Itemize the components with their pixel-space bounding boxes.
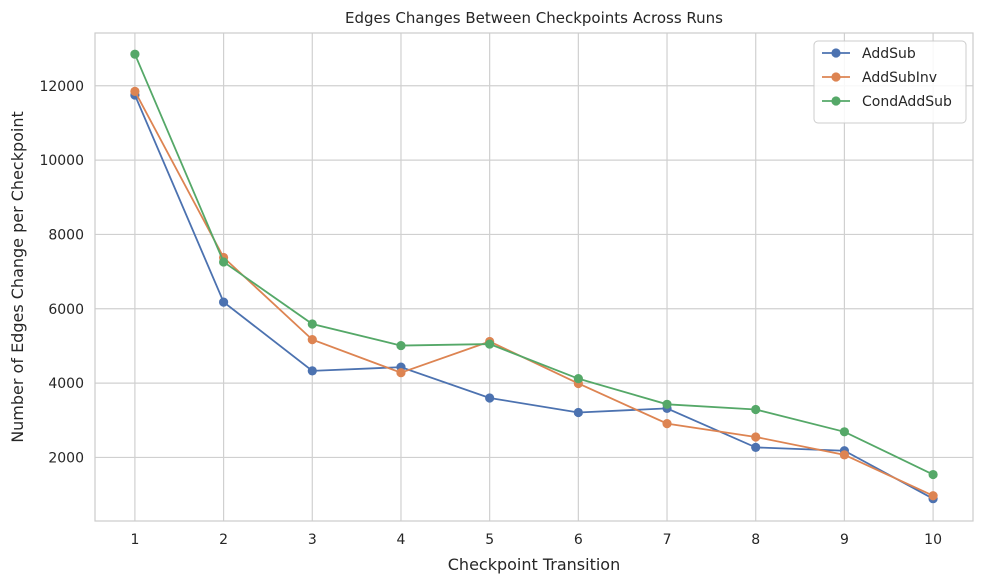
legend-swatch-marker: [831, 96, 841, 106]
data-point-addsubinv: [662, 419, 672, 429]
series-addsub: [130, 90, 938, 504]
y-tick-label: 10000: [39, 153, 84, 169]
data-point-addsub: [485, 393, 495, 403]
data-point-condaddsub: [485, 339, 495, 349]
data-point-addsubinv: [396, 368, 406, 378]
y-axis-label: Number of Edges Change per Checkpoint: [8, 111, 27, 443]
legend-item-condaddsub: CondAddSub: [822, 94, 952, 110]
data-point-addsubinv: [751, 432, 761, 442]
x-tick-label: 2: [219, 532, 228, 548]
data-point-addsubinv: [307, 335, 317, 345]
x-tick-label: 1: [130, 532, 139, 548]
data-point-condaddsub: [839, 427, 850, 437]
data-point-condaddsub: [307, 319, 317, 329]
legend-label: AddSub: [862, 46, 916, 62]
y-axis-ticks: 2000 4000 6000 8000 10000 12000: [39, 79, 84, 467]
data-point-addsubinv: [839, 450, 850, 460]
x-tick-label: 9: [840, 532, 849, 548]
data-point-addsubinv: [928, 491, 938, 501]
chart-title: Edges Changes Between Checkpoints Across…: [345, 9, 723, 27]
data-point-condaddsub: [928, 469, 938, 480]
y-tick-label: 6000: [48, 302, 84, 318]
legend-box: [813, 40, 967, 124]
x-tick-label: 5: [485, 532, 494, 548]
data-point-addsub: [307, 366, 317, 376]
data-point-condaddsub: [130, 49, 140, 59]
x-tick-label: 8: [751, 532, 760, 548]
series-line-condaddsub: [134, 53, 934, 476]
x-tick-label: 4: [397, 532, 406, 548]
plot-frame: [94, 32, 974, 522]
grid: [95, 33, 973, 521]
data-point-condaddsub: [396, 340, 406, 351]
series-condaddsub: [130, 49, 938, 480]
legend-swatch-marker: [831, 48, 841, 58]
legend-label: AddSubInv: [862, 70, 937, 86]
data-point-addsub: [218, 297, 229, 307]
series-layer: [130, 49, 938, 504]
series-line-addsub: [134, 94, 934, 500]
x-axis-ticks: 1 2 3 4 5 6 7 8 9 10: [130, 532, 942, 548]
x-tick-label: 6: [574, 532, 583, 548]
y-tick-label: 12000: [39, 79, 84, 95]
data-point-condaddsub: [573, 374, 583, 384]
data-point-addsub: [573, 407, 583, 418]
y-tick-label: 8000: [48, 227, 84, 243]
legend-item-addsub: AddSub: [822, 46, 916, 62]
legend: AddSub AddSubInv CondAddSub: [813, 40, 967, 124]
data-point-addsubinv: [130, 86, 140, 96]
data-point-condaddsub: [662, 399, 672, 409]
x-axis-label: Checkpoint Transition: [448, 555, 620, 574]
y-tick-label: 2000: [48, 450, 84, 466]
legend-label: CondAddSub: [862, 94, 952, 110]
data-point-condaddsub: [751, 404, 761, 415]
x-tick-label: 7: [663, 532, 672, 548]
series-addsubinv: [130, 86, 938, 501]
data-point-condaddsub: [218, 257, 229, 267]
x-tick-label: 10: [924, 532, 942, 548]
y-tick-label: 4000: [48, 376, 84, 392]
legend-item-addsubinv: AddSubInv: [822, 70, 937, 86]
x-tick-label: 3: [308, 532, 317, 548]
legend-swatch-marker: [831, 72, 841, 82]
data-point-addsub: [751, 442, 761, 453]
series-line-addsubinv: [134, 90, 934, 497]
